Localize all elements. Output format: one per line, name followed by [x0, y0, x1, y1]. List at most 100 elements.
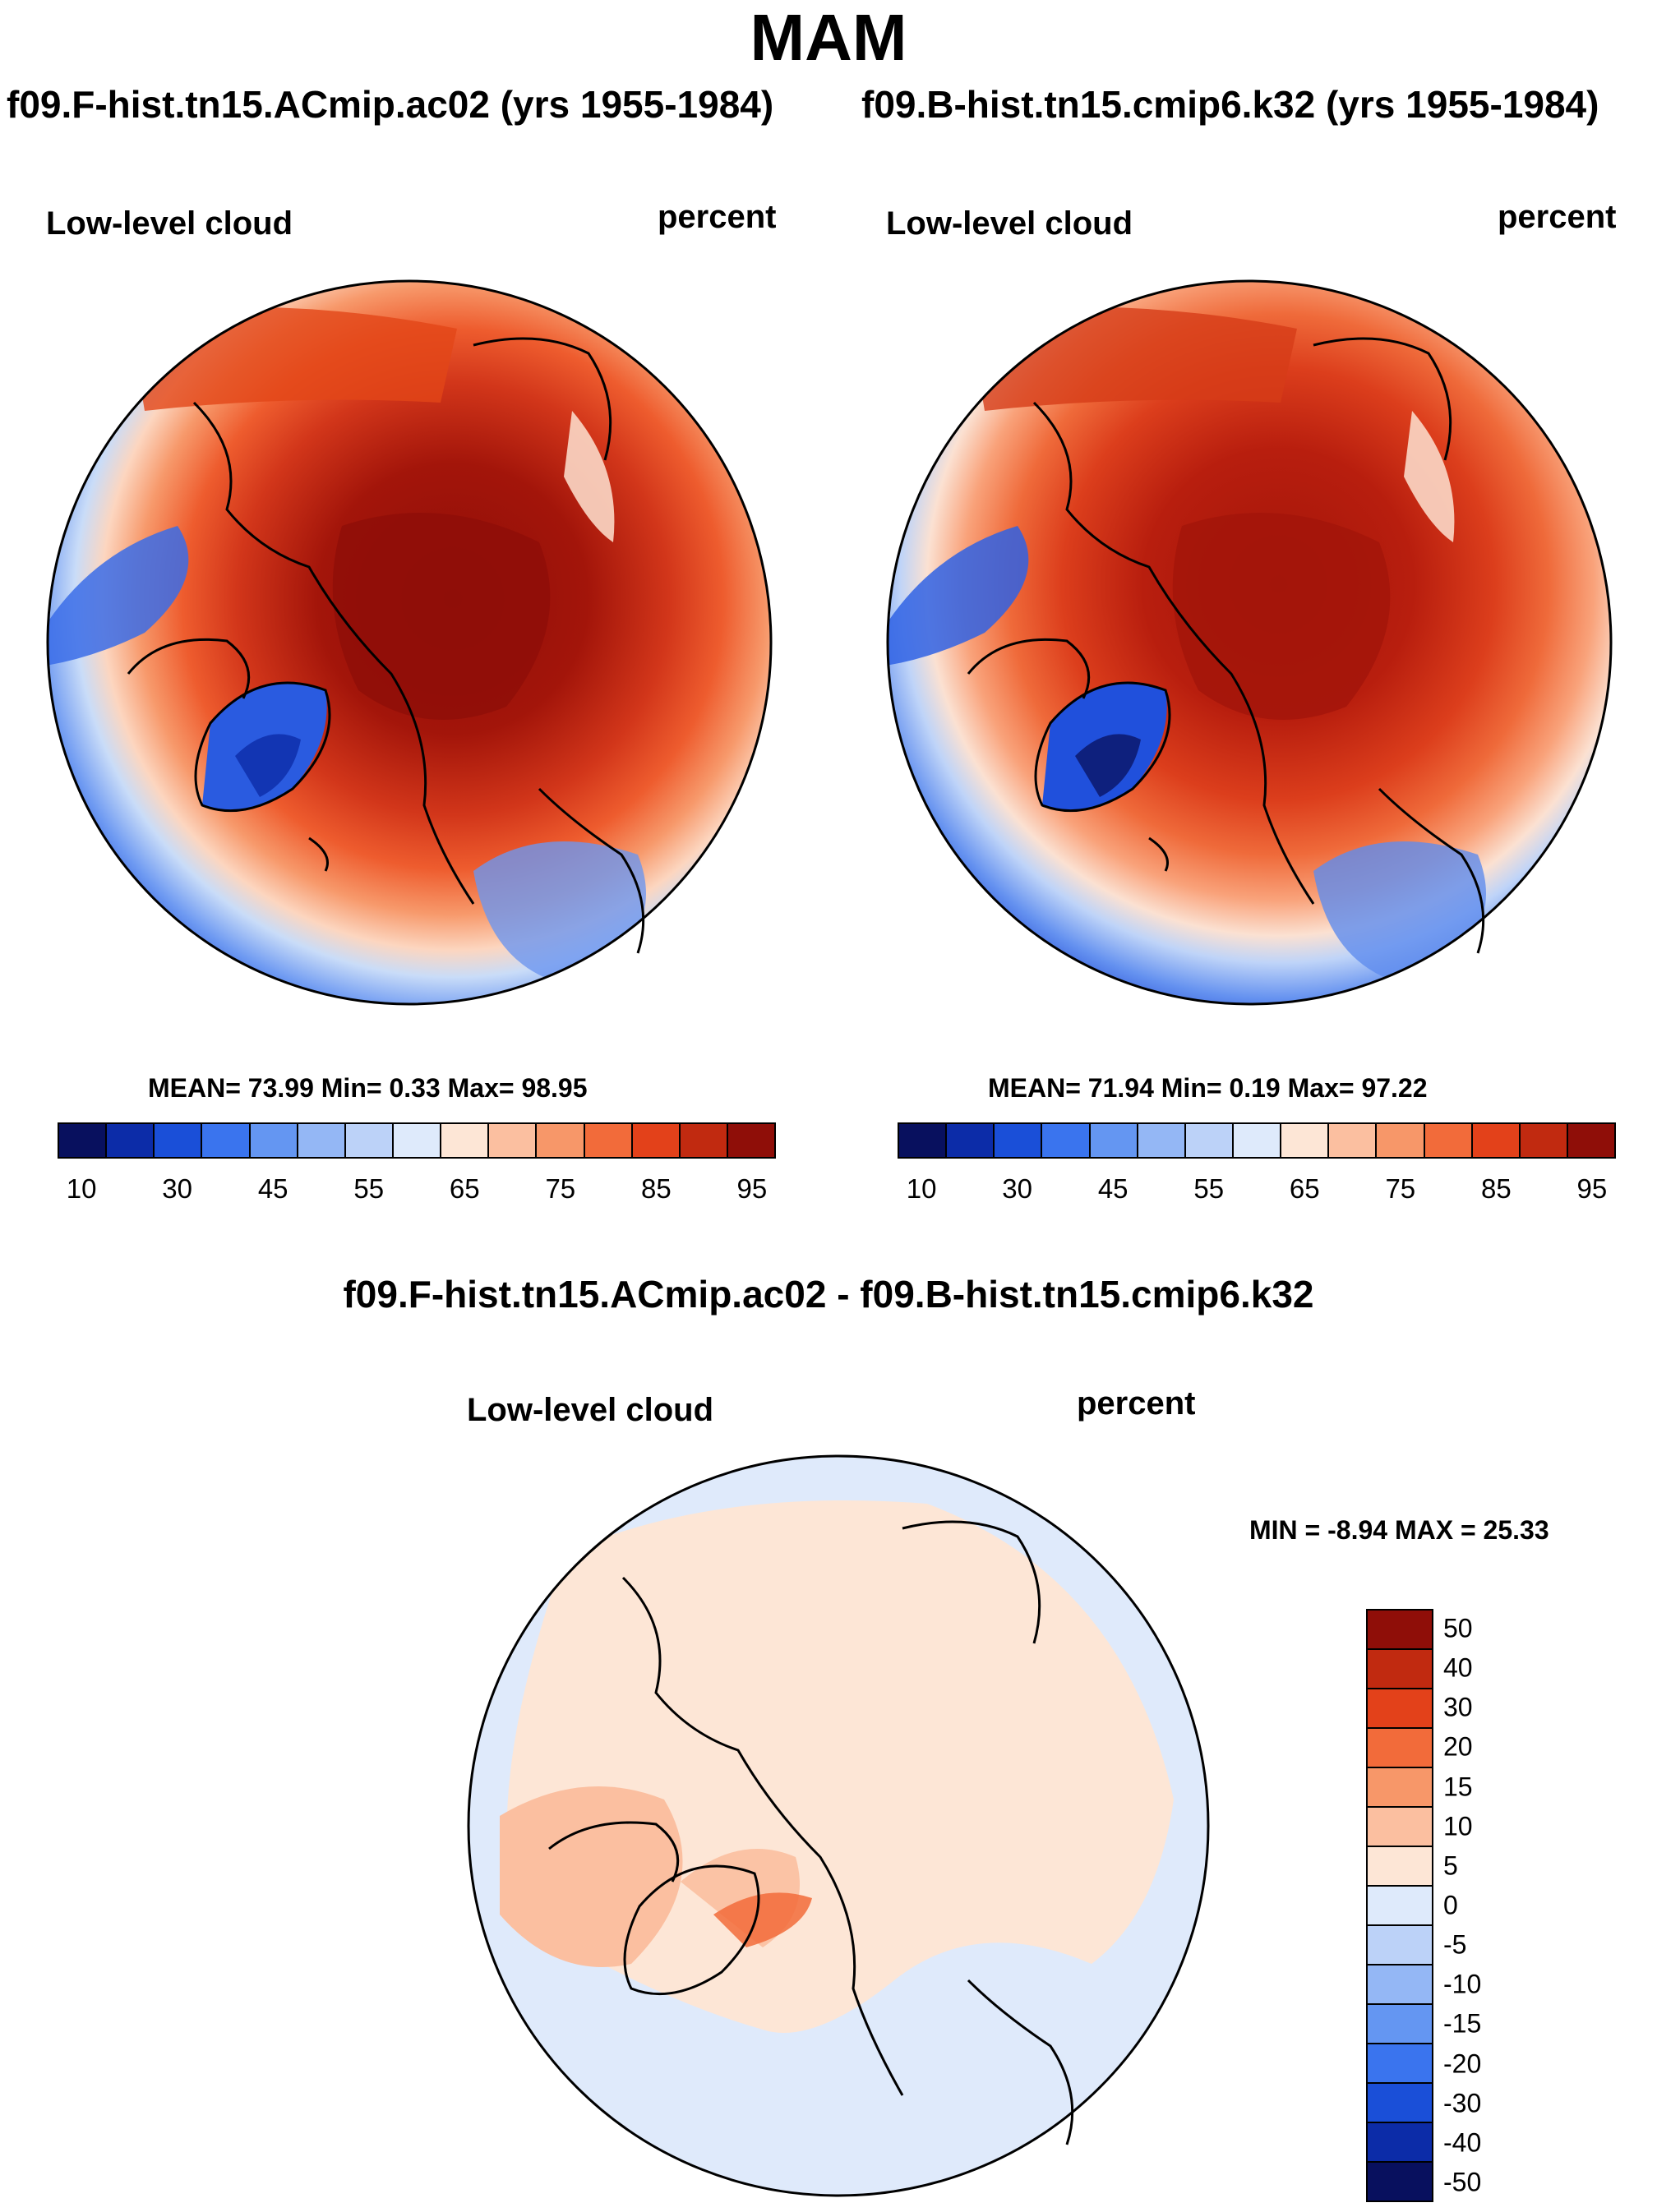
colorbar-tick-label: 85 — [1480, 1173, 1512, 1204]
panel2-run-title: f09.B-hist.tn15.cmip6.k32 (yrs 1955-1984… — [861, 83, 1599, 126]
colorbar-box — [1233, 1124, 1282, 1157]
panel1-siberia-region — [128, 306, 457, 411]
figure-title: MAM — [750, 1, 907, 74]
panel2-pacific-region — [888, 526, 1029, 666]
colorbar-tick-label: 10 — [66, 1173, 97, 1204]
colorbar-box — [202, 1124, 251, 1157]
panel2-variable-label: Low-level cloud — [886, 205, 1133, 242]
colorbar-tick-label: 20 — [1443, 1731, 1473, 1762]
panel1-arctic-ocean-region — [332, 513, 551, 720]
diff-coastlines — [548, 1520, 1074, 2145]
colorbar-box — [1368, 1887, 1432, 1926]
colorbar-tick-label: 15 — [1443, 1772, 1473, 1802]
colorbar-box — [727, 1124, 775, 1157]
colorbar-box — [1368, 2123, 1432, 2163]
colorbar-box — [1520, 1124, 1568, 1157]
diff-stats: MIN = -8.94 MAX = 25.33 — [1249, 1515, 1549, 1545]
colorbar-tick-label: 30 — [1443, 1692, 1473, 1722]
colorbar-tick-label: 95 — [736, 1173, 768, 1204]
colorbar-tick-label: 45 — [257, 1173, 288, 1204]
colorbar-tick-label: 30 — [162, 1173, 193, 1204]
colorbar-box — [1281, 1124, 1330, 1157]
colorbar-box — [1368, 1729, 1432, 1768]
colorbar-box — [584, 1124, 633, 1157]
colorbar-tick-label: -15 — [1443, 2008, 1482, 2039]
colorbar-box — [1368, 1965, 1432, 2005]
colorbar-box — [1377, 1124, 1425, 1157]
colorbar-tick-label: 55 — [353, 1173, 385, 1204]
colorbar-box — [947, 1124, 995, 1157]
panel2-stats: MEAN= 71.94 Min= 0.19 Max= 97.22 — [988, 1073, 1428, 1103]
panel2-colorbar-ticks: 10 30 45 55 65 75 85 95 — [898, 1173, 1616, 1206]
panel2-polar-map — [886, 279, 1613, 1006]
colorbar-box — [1368, 2163, 1432, 2200]
colorbar-box — [1329, 1124, 1378, 1157]
colorbar-tick-label: 75 — [1385, 1173, 1416, 1204]
diff-polar-map — [467, 1454, 1210, 2197]
diff-variable-label: Low-level cloud — [467, 1392, 714, 1428]
colorbar-box — [1368, 1689, 1432, 1729]
diff-north-america-region — [500, 1786, 683, 1967]
diff-title: f09.F-hist.tn15.ACmip.ac02 - f09.B-hist.… — [343, 1273, 1314, 1316]
panel1-run-title: f09.F-hist.tn15.ACmip.ac02 (yrs 1955-198… — [7, 83, 774, 126]
diff-units-label: percent — [1077, 1385, 1196, 1422]
panel2-colorbar — [898, 1122, 1616, 1159]
colorbar-box — [899, 1124, 948, 1157]
colorbar-tick-label: 75 — [545, 1173, 576, 1204]
colorbar-box — [1368, 1650, 1432, 1689]
panel2-greenland-core — [1075, 734, 1141, 797]
colorbar-tick-label: 45 — [1097, 1173, 1129, 1204]
colorbar-tick-label: -50 — [1443, 2167, 1482, 2197]
colorbar-tick-label: 65 — [449, 1173, 480, 1204]
colorbar-tick-label: 50 — [1443, 1613, 1473, 1643]
colorbar-box — [1472, 1124, 1521, 1157]
colorbar-box — [1042, 1124, 1091, 1157]
panel1-pacific-region — [48, 526, 189, 666]
panel1-tibet-region — [564, 411, 615, 542]
colorbar-box — [1368, 2084, 1432, 2123]
colorbar-box — [680, 1124, 728, 1157]
colorbar-tick-label: 55 — [1193, 1173, 1225, 1204]
colorbar-box — [489, 1124, 538, 1157]
colorbar-tick-label: -20 — [1443, 2048, 1482, 2079]
panel2-arctic-ocean-region — [1172, 513, 1391, 720]
panel1-greenland-core — [235, 734, 301, 797]
colorbar-tick-label: 65 — [1289, 1173, 1320, 1204]
panel1-variable-label: Low-level cloud — [46, 205, 293, 242]
panel1-colorbar — [58, 1122, 776, 1159]
diff-colorbar — [1366, 1609, 1433, 2202]
colorbar-box — [1368, 1611, 1432, 1650]
colorbar-box — [59, 1124, 108, 1157]
panel2-units-label: percent — [1498, 199, 1617, 235]
colorbar-tick-label: 95 — [1576, 1173, 1608, 1204]
panel1-colorbar-ticks: 10 30 45 55 65 75 85 95 — [58, 1173, 776, 1206]
panel1-units-label: percent — [658, 199, 777, 235]
colorbar-tick-label: -30 — [1443, 2088, 1482, 2118]
colorbar-box — [1424, 1124, 1473, 1157]
diff-colorbar-ticks: 50 40 30 20 15 10 5 0 -5 -10 -15 -20 -30 -40 -50 — [1443, 1609, 1517, 2202]
colorbar-box — [345, 1124, 394, 1157]
colorbar-tick-label: 0 — [1443, 1890, 1458, 1920]
colorbar-tick-label: -10 — [1443, 1969, 1482, 1999]
colorbar-box — [1368, 2044, 1432, 2084]
colorbar-box — [441, 1124, 490, 1157]
colorbar-tick-label: 10 — [906, 1173, 937, 1204]
colorbar-box — [1368, 1768, 1432, 1808]
colorbar-box — [1138, 1124, 1186, 1157]
colorbar-box — [632, 1124, 681, 1157]
colorbar-box — [537, 1124, 585, 1157]
colorbar-box — [1185, 1124, 1234, 1157]
colorbar-box — [298, 1124, 346, 1157]
colorbar-tick-label: 5 — [1443, 1850, 1458, 1881]
colorbar-tick-label: 10 — [1443, 1811, 1473, 1841]
colorbar-box — [107, 1124, 155, 1157]
panel1-polar-map — [46, 279, 773, 1006]
colorbar-tick-label: 30 — [1002, 1173, 1033, 1204]
colorbar-box — [1368, 1926, 1432, 1965]
colorbar-box — [1368, 2005, 1432, 2044]
colorbar-box — [1567, 1124, 1615, 1157]
colorbar-box — [155, 1124, 203, 1157]
colorbar-tick-label: 85 — [640, 1173, 672, 1204]
panel2-siberia-region — [968, 306, 1297, 411]
colorbar-tick-label: 40 — [1443, 1652, 1473, 1683]
